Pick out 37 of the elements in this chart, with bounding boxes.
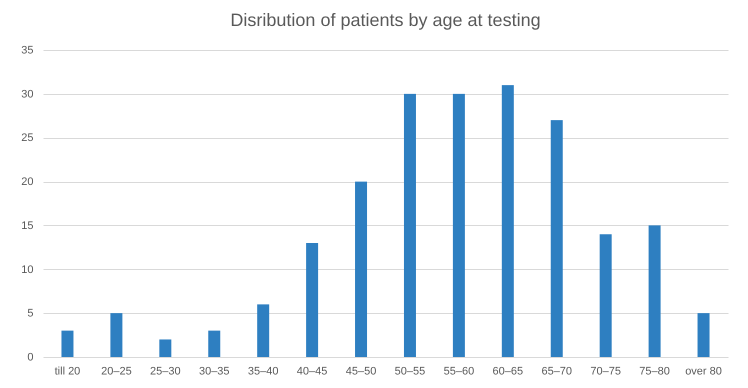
x-tick-label: 20–25 bbox=[101, 366, 132, 378]
bar bbox=[404, 94, 416, 357]
bar bbox=[648, 225, 661, 357]
y-tick-label: 35 bbox=[21, 44, 34, 56]
x-tick-label: over 80 bbox=[685, 366, 722, 378]
x-tick-label: 65–70 bbox=[541, 366, 572, 378]
bar bbox=[550, 120, 563, 357]
bar bbox=[61, 330, 74, 357]
x-tick-label: till 20 bbox=[54, 366, 80, 378]
x-tick-label: 40–45 bbox=[296, 366, 328, 378]
x-tick-label: 70–75 bbox=[590, 366, 621, 378]
x-tick-label: 75–80 bbox=[639, 366, 670, 378]
bar bbox=[159, 339, 172, 357]
bar bbox=[257, 304, 270, 357]
bar bbox=[502, 85, 514, 357]
x-tick-label: 60–65 bbox=[492, 366, 524, 378]
x-tick-label: 50–55 bbox=[394, 366, 426, 378]
x-tick-label: 35–40 bbox=[248, 366, 278, 378]
bar bbox=[698, 313, 710, 357]
bar bbox=[208, 330, 220, 357]
bar bbox=[355, 182, 368, 357]
bar bbox=[110, 313, 122, 357]
y-tick-label: 5 bbox=[27, 308, 34, 320]
chart-title: Disribution of patients by age at testing bbox=[230, 10, 541, 30]
y-tick-label: 25 bbox=[21, 132, 34, 144]
bar bbox=[600, 234, 612, 357]
y-tick-label: 0 bbox=[27, 352, 34, 364]
y-tick-label: 15 bbox=[21, 220, 34, 232]
x-tick-label: 55–60 bbox=[444, 366, 474, 378]
y-tick-label: 30 bbox=[21, 88, 34, 100]
x-tick-label: 45–50 bbox=[346, 366, 376, 378]
bar bbox=[452, 94, 465, 357]
x-tick-label: 25–30 bbox=[150, 366, 181, 378]
y-tick-label: 20 bbox=[21, 176, 34, 188]
bar bbox=[306, 242, 318, 357]
x-tick-label: 30–35 bbox=[198, 366, 230, 378]
y-tick-label: 10 bbox=[21, 264, 34, 276]
